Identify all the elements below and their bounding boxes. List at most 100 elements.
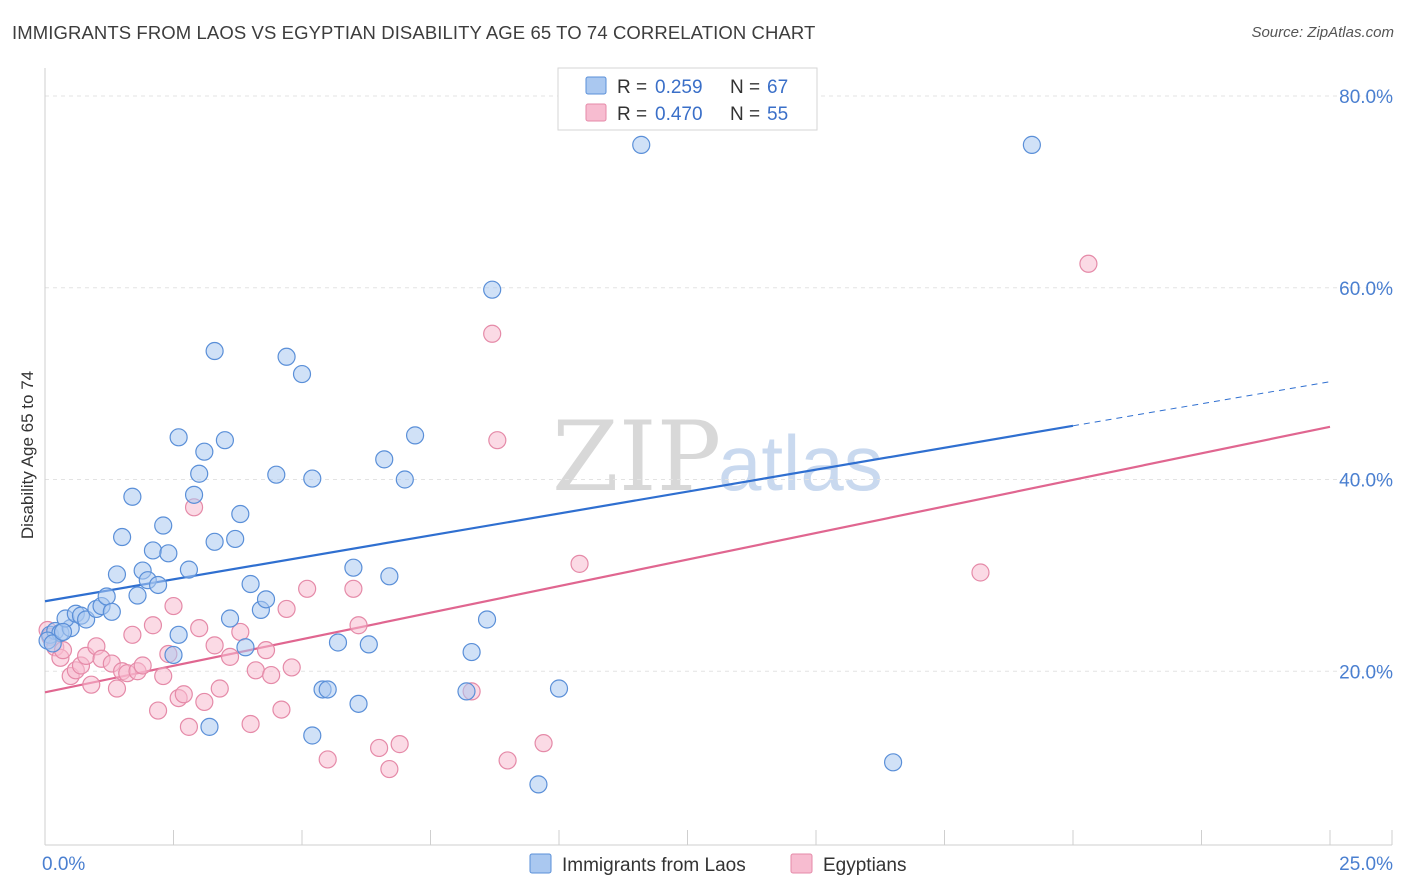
point-laos	[303, 726, 322, 745]
correlation-legend: R = 0.259 N = 67 R = 0.470 N = 55	[557, 67, 818, 131]
point-laos	[883, 753, 903, 772]
point-egypt	[241, 714, 260, 734]
point-laos	[169, 625, 188, 644]
point-egypt	[205, 636, 224, 655]
x-tick-label-min: 0.0%	[42, 854, 85, 875]
point-egypt	[370, 738, 389, 758]
point-laos	[303, 469, 322, 488]
legend-r-label-laos: R =	[617, 77, 647, 98]
point-egypt	[272, 700, 291, 719]
point-egypt	[190, 619, 209, 638]
series-legend: Immigrants from Laos Egyptians	[529, 853, 906, 876]
point-laos	[205, 532, 224, 551]
point-egypt	[174, 685, 193, 704]
point-egypt	[220, 647, 240, 666]
point-egypt	[344, 579, 363, 598]
point-laos	[159, 544, 178, 563]
point-egypt	[256, 641, 276, 660]
point-egypt	[483, 324, 502, 343]
y-tick-label-20: 20.0%	[1339, 662, 1393, 683]
point-egypt	[262, 665, 281, 685]
point-laos	[200, 717, 219, 736]
point-laos	[344, 558, 363, 577]
point-egypt	[107, 679, 127, 698]
point-laos	[236, 638, 255, 657]
y-tick-label-80: 80.0%	[1339, 87, 1393, 108]
watermark-zip: ZIP	[552, 401, 721, 513]
point-laos	[632, 135, 651, 154]
scatter-points	[38, 135, 1098, 794]
legend-n-label-egypt: N =	[730, 104, 760, 125]
source-credit: Source: ZipAtlas.com	[1251, 24, 1394, 41]
legend-r-value-egypt: 0.470	[655, 104, 703, 125]
point-laos	[148, 575, 168, 595]
point-laos	[102, 602, 121, 621]
watermark: ZIP atlas	[552, 401, 883, 513]
legend-r-label-egypt: R =	[617, 104, 647, 125]
point-egypt	[154, 666, 173, 686]
series-swatch-egypt	[790, 853, 813, 874]
point-laos	[154, 516, 173, 535]
point-laos	[179, 560, 199, 579]
x-tick-labels: 0.0% 25.0%	[42, 854, 1393, 875]
y-tick-labels: 20.0% 40.0% 60.0% 80.0%	[1339, 87, 1393, 683]
point-laos	[462, 642, 481, 662]
point-egypt	[133, 656, 152, 675]
point-egypt	[282, 658, 301, 677]
point-laos	[349, 694, 368, 713]
legend-r-value-laos: 0.259	[655, 77, 703, 98]
point-egypt	[318, 750, 337, 769]
point-egypt	[971, 563, 990, 582]
point-laos	[359, 635, 378, 654]
point-laos	[195, 442, 214, 461]
point-laos	[318, 680, 337, 699]
point-egypt	[123, 625, 142, 644]
point-egypt	[488, 431, 507, 450]
point-laos	[226, 529, 245, 549]
axes	[44, 68, 1393, 846]
point-egypt	[148, 701, 168, 720]
legend-swatch-laos	[585, 76, 607, 95]
point-laos	[43, 634, 62, 653]
point-laos	[205, 341, 224, 361]
point-laos	[277, 347, 296, 366]
point-laos	[395, 470, 414, 489]
point-laos	[267, 465, 286, 484]
series-label-laos: Immigrants from Laos	[562, 855, 746, 876]
point-laos	[483, 280, 502, 299]
point-laos	[215, 431, 234, 450]
point-egypt	[246, 661, 265, 680]
series-swatch-laos	[529, 853, 552, 874]
point-laos	[184, 485, 204, 504]
series-label-egypt: Egyptians	[823, 855, 906, 876]
point-laos	[97, 587, 116, 606]
y-tick-label-40: 40.0%	[1339, 471, 1393, 492]
point-laos	[112, 527, 132, 547]
point-egypt	[164, 596, 183, 616]
point-laos	[405, 426, 425, 445]
point-laos	[549, 679, 569, 698]
trend-line-laos	[44, 424, 1074, 603]
point-egypt	[179, 717, 199, 736]
point-laos	[292, 364, 312, 384]
point-laos	[143, 541, 163, 560]
y-tick-label-60: 60.0%	[1339, 279, 1393, 300]
point-laos	[1022, 135, 1041, 154]
point-laos	[529, 775, 548, 794]
point-laos	[457, 682, 476, 701]
point-laos	[169, 428, 188, 447]
point-egypt	[570, 554, 589, 573]
point-laos	[380, 567, 399, 586]
legend-n-label-laos: N =	[730, 77, 760, 98]
point-laos	[107, 565, 127, 584]
point-laos	[190, 464, 209, 483]
point-egypt	[82, 675, 101, 694]
point-laos	[231, 504, 250, 524]
point-laos	[164, 645, 183, 665]
y-axis-label: Disability Age 65 to 74	[18, 371, 37, 539]
point-laos	[256, 590, 276, 609]
legend-n-value-laos: 67	[767, 77, 788, 98]
point-laos	[375, 450, 394, 469]
x-tick-label-max: 25.0%	[1339, 854, 1393, 875]
